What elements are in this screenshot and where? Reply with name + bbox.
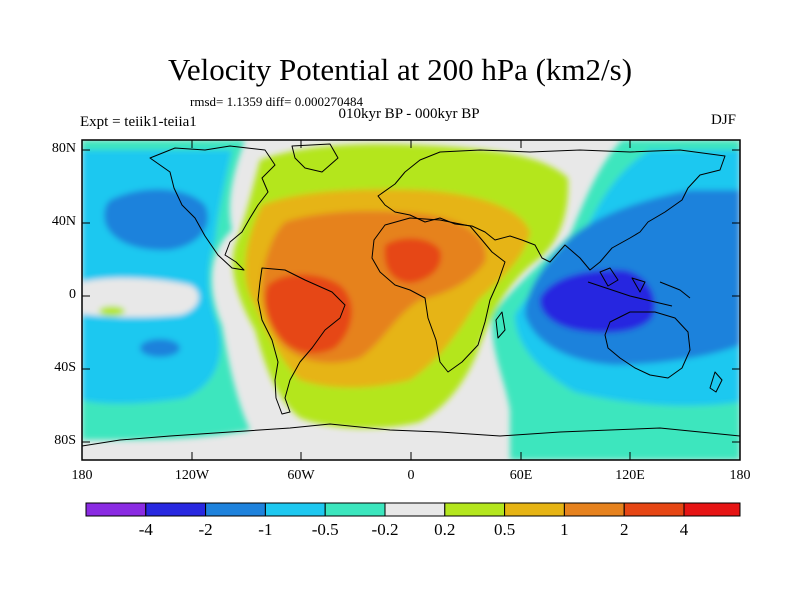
colorbar-swatch-7	[444, 502, 506, 517]
colorbar-swatch-3	[205, 502, 266, 517]
colorbar-label: 4	[679, 520, 689, 539]
contour-fill	[82, 140, 740, 460]
coast-maritime-continent	[587, 267, 691, 307]
contour-indopacific-neg-core	[539, 269, 655, 333]
map-title: Velocity Potential at 200 hPa (km2/s)	[167, 52, 633, 87]
coast-south-america	[257, 267, 346, 415]
coast-greenland	[291, 143, 339, 173]
colorbar-swatch-8	[504, 502, 565, 517]
colorbar-swatch-6	[384, 502, 446, 517]
coast-new-zealand	[709, 371, 723, 393]
colorbar-label: -1	[258, 520, 273, 539]
axis-ticks	[81, 140, 741, 460]
colorbar-label: -2	[198, 520, 213, 539]
colorbar	[85, 502, 741, 517]
coast-eurasia	[377, 149, 726, 271]
lon-tick-label: 180	[729, 468, 751, 483]
contour-samerica-pos-core	[265, 274, 352, 354]
colorbar-label: 1	[560, 520, 569, 539]
coast-africa	[371, 217, 506, 373]
colorbar-swatch-11	[683, 502, 741, 517]
lat-tick-label: 0	[69, 287, 76, 302]
lon-tick-label: 120W	[174, 468, 210, 483]
colorbar-label: -0.2	[371, 520, 399, 539]
colorbar-swatch-1	[85, 502, 147, 517]
colorbar-swatch-9	[563, 502, 625, 517]
lat-tick-label: 80N	[51, 141, 76, 156]
colorbar-label: 0.2	[434, 520, 456, 539]
lat-tick-label: 80S	[54, 433, 76, 448]
colorbar-swatch-4	[264, 502, 326, 517]
coast-madagascar	[495, 311, 506, 339]
season-label: DJF	[711, 112, 737, 128]
contour-pacific-neg-small	[140, 339, 180, 357]
lon-tick-label: 180	[71, 468, 93, 483]
map-subtitle: 010kyr BP - 000kyr BP	[338, 106, 480, 122]
lon-tick-label: 120E	[615, 468, 645, 483]
lon-tick-label: 0	[407, 468, 415, 483]
coast-australia	[604, 311, 691, 379]
colorbar-label: 0.5	[493, 520, 516, 539]
colorbar-swatch-5	[324, 502, 386, 517]
colorbar-swatch-10	[623, 502, 685, 517]
lat-tick-label: 40S	[54, 360, 76, 375]
colorbar-swatch-2	[145, 502, 207, 517]
coast-north-america	[149, 145, 276, 271]
lon-tick-label: 60E	[509, 468, 533, 483]
contour-africa-pos-core	[384, 238, 442, 283]
colorbar-label: -0.5	[311, 520, 339, 539]
contour-pacific-pos-spot	[99, 306, 125, 316]
stats-line: rmsd= 1.1359 diff= 0.000270484	[190, 94, 363, 109]
coast-antarctica	[82, 423, 740, 447]
lon-tick-label: 60W	[287, 468, 315, 483]
experiment-label: Expt = teiik1-teiia1	[80, 114, 197, 130]
lat-tick-label: 40N	[51, 214, 76, 229]
colorbar-label: 2	[619, 520, 629, 539]
coastlines	[82, 143, 740, 447]
colorbar-label: -4	[138, 520, 153, 539]
